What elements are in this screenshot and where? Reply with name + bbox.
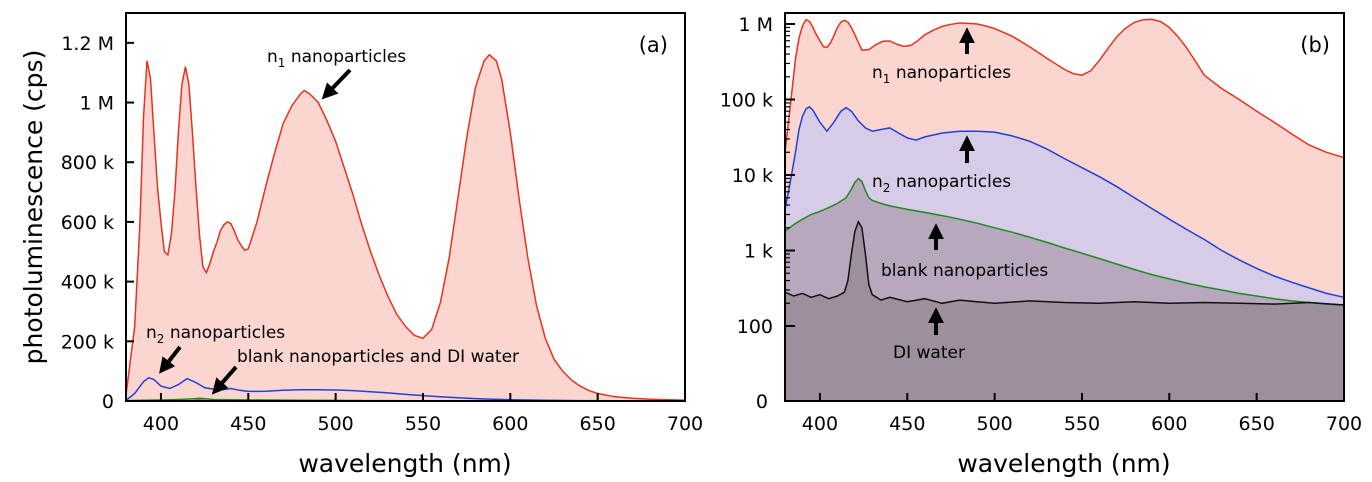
panel-b-y-zero-label: 0 [756, 391, 768, 413]
panel-a-x-axis-title: wavelength (nm) [298, 449, 511, 478]
series-water-area [785, 221, 1344, 401]
panel-b-annotation-n2: n2 nanoparticles [872, 135, 1011, 195]
y-tick-label: 200 k [61, 331, 114, 353]
annotation-n1-base: n [267, 47, 278, 67]
annotation-b-n2-sub: 2 [883, 181, 891, 195]
x-tick-label: 600 [1151, 413, 1187, 435]
annotation-n1-rest: nanoparticles [285, 47, 406, 67]
annotation-n2-text: n2 nanoparticles [146, 323, 285, 346]
series-water-line [784, 220, 1345, 306]
annotation-b-n1-sub: 1 [883, 72, 891, 86]
annotation-n2-arrow [159, 345, 182, 374]
y-tick-label: 600 k [61, 212, 114, 234]
y-tick-label: 100 k [720, 90, 773, 112]
panel-b-annotation-n1: n1 nanoparticles [872, 27, 1011, 86]
panel-a-y-axis-title: photoluminescence (cps) [19, 50, 48, 365]
series-blank-line [784, 177, 1345, 306]
panel-a-label: (a) [639, 33, 668, 57]
annotation-b-blank-text: blank nanoparticles [881, 261, 1048, 281]
y-tick-label: 100 [737, 316, 773, 338]
panel-b-log-chart: 400 450 500 550 600 650 700 100 1 k 10 k 100 k 1 M… [720, 12, 1362, 478]
annotation-n1-arrow [321, 68, 352, 100]
x-tick-label: 650 [580, 413, 616, 435]
y-tick-label: 1.2 M [61, 33, 114, 55]
series-n2-line [784, 105, 1345, 299]
panel-a-x-ticks: 400 450 500 550 600 650 700 [143, 393, 703, 435]
panel-b-frame [784, 12, 1345, 402]
y-tick-label: 400 k [61, 272, 114, 294]
x-tick-label: 500 [976, 413, 1012, 435]
annotation-b-water-text: DI water [893, 343, 965, 363]
panel-b-annotation-blank: blank nanoparticles [881, 223, 1048, 281]
annotation-n2-base: n [146, 323, 157, 343]
annotation-n1-sub: 1 [278, 56, 286, 70]
x-tick-label: 550 [1064, 413, 1100, 435]
x-tick-label: 400 [802, 413, 838, 435]
annotation-b-n2-rest: nanoparticles [890, 172, 1011, 192]
y-tick-label: 1 M [79, 93, 114, 115]
annotation-blank-water-text: blank nanoparticles and DI water [237, 347, 519, 367]
panel-a-y-ticks: 0 200 k 400 k 600 k 800 k 1 M 1.2 M [61, 33, 134, 413]
series-n1-line [125, 53, 686, 401]
x-tick-label: 450 [230, 413, 266, 435]
panel-b-x-axis-title: wavelength (nm) [957, 449, 1170, 478]
y-tick-label: 1 k [744, 241, 773, 263]
panel-b-plot-area [784, 18, 1345, 402]
x-tick-label: 700 [667, 413, 703, 435]
panel-b-label: (b) [1300, 33, 1330, 57]
annotation-b-n1-base: n [872, 63, 883, 83]
y-tick-label: 800 k [61, 152, 114, 174]
x-tick-label: 600 [492, 413, 528, 435]
annotation-blank-water-arrow [211, 365, 238, 395]
annotation-b-n2-base: n [872, 172, 883, 192]
x-tick-label: 550 [405, 413, 441, 435]
panel-b-x-ticks: 400 450 500 550 600 650 700 [802, 393, 1362, 435]
panel-a-annotation-n2: n2 nanoparticles [146, 323, 285, 374]
panel-a-annotation-n1: n1 nanoparticles [267, 47, 406, 100]
x-tick-label: 450 [889, 413, 925, 435]
annotation-b-n1-text: n1 nanoparticles [872, 63, 1011, 86]
annotation-b-n1-rest: nanoparticles [890, 63, 1011, 83]
annotation-b-n2-text: n2 nanoparticles [872, 172, 1011, 195]
panel-a-linear-chart: 400 450 500 550 600 650 700 0 200 k 400 k 600 k 80… [19, 12, 703, 478]
panel-b-annotation-water: DI water [893, 307, 965, 363]
annotation-n2-sub: 2 [157, 332, 165, 346]
x-tick-label: 650 [1239, 413, 1275, 435]
panel-a-frame [125, 12, 686, 402]
x-tick-label: 500 [317, 413, 353, 435]
x-tick-label: 400 [143, 413, 179, 435]
x-tick-label: 700 [1326, 413, 1362, 435]
panel-b-y-ticks: 100 1 k 10 k 100 k 1 M [720, 14, 795, 338]
annotation-n2-rest: nanoparticles [164, 323, 285, 343]
y-tick-label: 1 M [738, 14, 773, 36]
y-tick-label: 0 [102, 391, 114, 413]
y-tick-label: 10 k [732, 165, 773, 187]
panel-a-annotation-blank-water: blank nanoparticles and DI water [211, 347, 519, 395]
series-n1-line [784, 18, 1345, 159]
annotation-n1-text: n1 nanoparticles [267, 47, 406, 70]
series-n1-area [126, 54, 685, 402]
